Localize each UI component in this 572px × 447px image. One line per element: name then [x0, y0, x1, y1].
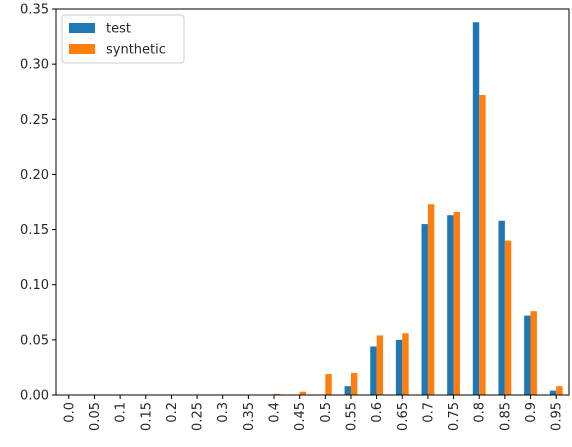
bar-test-0.9 [524, 315, 531, 395]
x-tick-label: 0.35 [242, 402, 257, 431]
plot-frame [55, 8, 570, 396]
x-tick-label: 0.95 [550, 402, 565, 431]
bar-test-0.6 [370, 346, 377, 395]
bar-test-0.75 [447, 215, 454, 395]
y-tick-label: 0.30 [20, 58, 49, 73]
bar-synthetic-0.65 [402, 333, 409, 395]
x-tick-label: 0.4 [268, 402, 283, 423]
y-tick-label: 0.25 [20, 113, 49, 128]
x-tick-label: 0.8 [473, 402, 488, 423]
y-tick-label: 0.10 [20, 278, 49, 293]
y-tick-label: 0.20 [20, 168, 49, 183]
legend: test synthetic [61, 14, 185, 64]
x-tick-label: 0.3 [216, 402, 231, 423]
legend-swatch-test [69, 23, 95, 33]
bar-synthetic-0.5 [325, 374, 332, 395]
bar-test-0.95 [549, 390, 557, 395]
y-tick-label: 0.00 [20, 389, 49, 404]
bar-synthetic-0.95 [556, 386, 563, 395]
x-tick-label: 0.15 [139, 402, 154, 431]
x-tick-label: 0.9 [524, 402, 539, 423]
bar-test-0.65 [395, 339, 403, 395]
x-tick-label: 0.6 [370, 402, 385, 423]
x-tick-label: 0.65 [396, 402, 411, 431]
x-tick-label: 0.05 [88, 402, 103, 431]
bar-test-0.7 [421, 224, 428, 395]
bar-test-0.85 [498, 220, 505, 395]
legend-label-test: test [106, 22, 131, 37]
y-tick-label: 0.35 [20, 3, 49, 18]
bar-test-0.55 [344, 386, 351, 395]
legend-label-synthetic: synthetic [106, 43, 166, 58]
x-tick-label: 0.45 [293, 402, 308, 431]
x-axis: 0.0 0.05 0.1 0.15 0.2 0.25 0.3 0.35 0.4 0.45 0.5 0.… [62, 395, 565, 431]
x-tick-label: 0.2 [165, 402, 180, 423]
bar-synthetic-0.75 [453, 211, 460, 395]
x-tick-label: 0.75 [447, 402, 462, 431]
x-tick-label: 0.85 [498, 402, 513, 431]
x-tick-label: 0.7 [421, 402, 436, 423]
bar-synthetic-0.85 [504, 240, 512, 395]
bar-synthetic-0.45 [299, 391, 307, 395]
x-tick-label: 0.55 [344, 402, 359, 431]
x-tick-label: 0.1 [114, 402, 129, 423]
bar-synthetic-0.6 [376, 335, 384, 395]
x-tick-label: 0.5 [319, 402, 334, 423]
bar-synthetic-0.55 [350, 372, 358, 395]
y-tick-label: 0.05 [20, 333, 49, 348]
bar-test-0.8 [472, 22, 480, 395]
bar-synthetic-0.4 [274, 393, 281, 395]
y-tick-label: 0.15 [20, 223, 49, 238]
bar-synthetic-0.8 [479, 95, 486, 396]
legend-swatch-synthetic [69, 44, 95, 54]
bar-synthetic-0.7 [427, 204, 435, 395]
bar-synthetic-0.9 [530, 311, 537, 395]
bars-layer [274, 22, 563, 396]
x-tick-label: 0.0 [62, 402, 77, 423]
x-tick-label: 0.25 [191, 402, 206, 431]
y-axis: 0.00 0.05 0.10 0.15 0.20 0.25 0.30 0.35 [20, 3, 56, 404]
